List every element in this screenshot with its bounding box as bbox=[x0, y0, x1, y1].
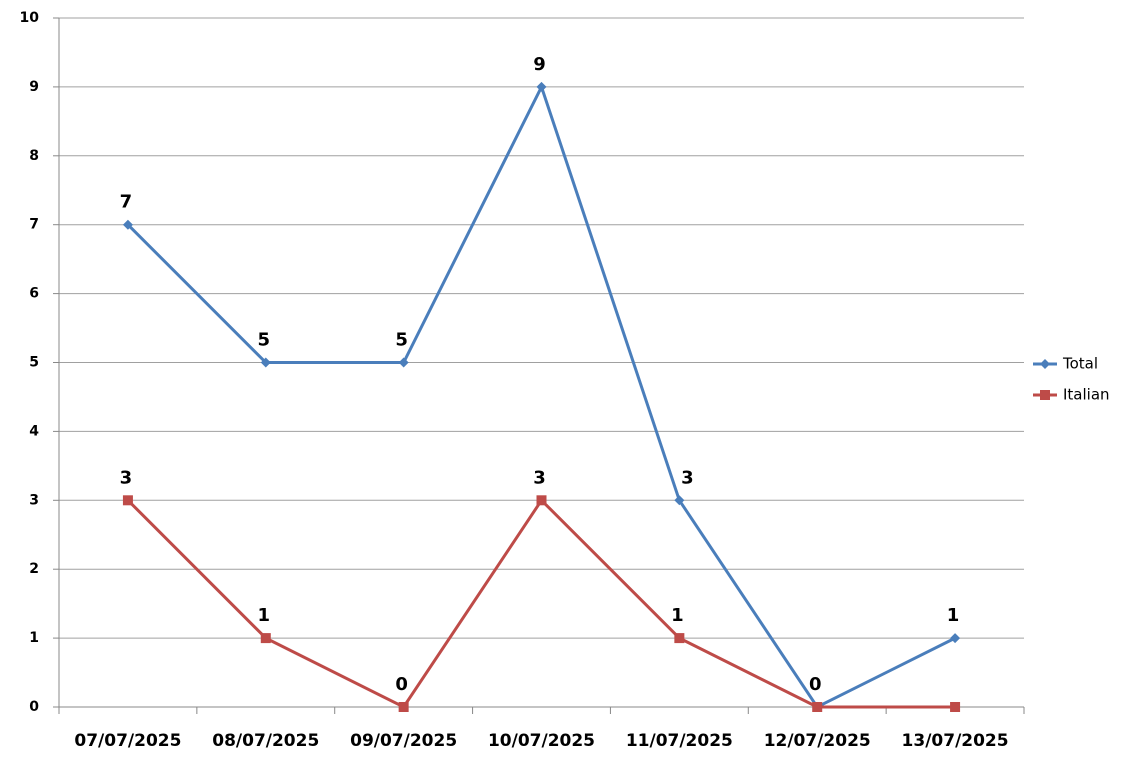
marker bbox=[950, 633, 961, 644]
x-tick-label: 12/07/2025 bbox=[764, 731, 871, 751]
data-label: 1 bbox=[258, 605, 271, 626]
data-label: 3 bbox=[120, 467, 133, 488]
y-tick-label: 3 bbox=[29, 492, 39, 508]
x-tick-label: 11/07/2025 bbox=[626, 731, 733, 751]
marker bbox=[122, 219, 133, 230]
marker bbox=[1040, 359, 1050, 369]
y-tick-label: 9 bbox=[29, 79, 39, 95]
data-label: 3 bbox=[533, 467, 546, 488]
data-label: 0 bbox=[395, 674, 408, 695]
series-line bbox=[126, 82, 956, 709]
data-label: 7 bbox=[120, 192, 133, 213]
marker bbox=[674, 633, 685, 644]
marker bbox=[1040, 390, 1050, 400]
data-label: 1 bbox=[671, 605, 684, 626]
marker bbox=[122, 495, 133, 506]
y-tick-label: 6 bbox=[29, 286, 39, 302]
marker bbox=[536, 495, 547, 506]
marker bbox=[398, 702, 409, 712]
data-label: 5 bbox=[258, 330, 271, 351]
x-tick-label: 08/07/2025 bbox=[212, 731, 319, 751]
data-label: 5 bbox=[395, 330, 408, 351]
x-tick-label: 09/07/2025 bbox=[350, 731, 457, 751]
x-tick-label: 10/07/2025 bbox=[488, 731, 595, 751]
y-tick-label: 10 bbox=[20, 10, 40, 26]
data-label: 9 bbox=[533, 54, 546, 75]
y-tick-label: 8 bbox=[29, 148, 39, 164]
marker bbox=[260, 633, 271, 644]
data-label: 1 bbox=[947, 605, 960, 626]
series-line bbox=[126, 497, 956, 709]
y-tick-label: 7 bbox=[29, 217, 39, 233]
y-tick-label: 4 bbox=[29, 423, 39, 439]
x-tick-label: 07/07/2025 bbox=[74, 731, 181, 751]
legend-label: Total bbox=[1062, 355, 1098, 373]
data-label: 3 bbox=[681, 467, 694, 488]
y-tick-label: 5 bbox=[29, 355, 39, 371]
x-tick-label: 13/07/2025 bbox=[902, 731, 1009, 751]
marker bbox=[950, 702, 961, 712]
marker bbox=[536, 81, 547, 92]
marker bbox=[812, 702, 823, 712]
marker bbox=[260, 357, 271, 368]
y-tick-label: 0 bbox=[29, 699, 39, 715]
marker bbox=[674, 495, 685, 506]
y-tick-label: 1 bbox=[29, 630, 39, 646]
legend-label: Italian bbox=[1063, 386, 1110, 404]
marker bbox=[398, 357, 409, 368]
data-label: 0 bbox=[809, 674, 822, 695]
y-tick-label: 2 bbox=[29, 561, 39, 577]
